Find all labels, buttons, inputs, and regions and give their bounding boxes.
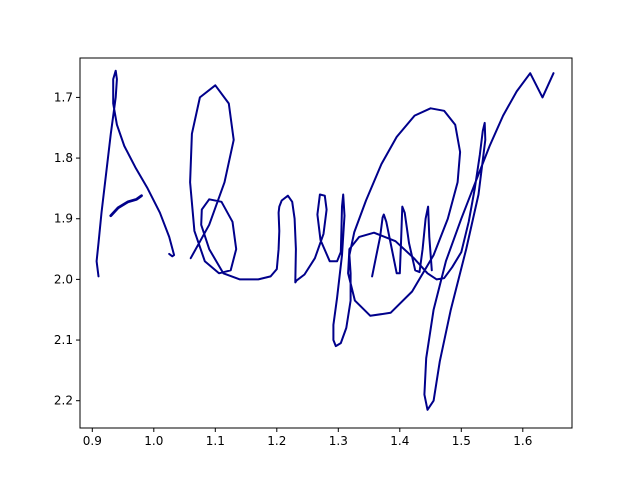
ticks-layer: 0.9 1.0 1.1 1.2 1.3 1.4 1.5 1.6 1.7 1.8 1.9 2.0 2.1 2… [54, 90, 532, 448]
x-tick-label: 1.5 [452, 434, 471, 448]
y-tick-label: 1.9 [54, 212, 73, 226]
plot-frame [79, 57, 573, 429]
y-tick-label: 1.8 [54, 151, 73, 165]
x-tick-label: 1.6 [513, 434, 532, 448]
series-line-2 [109, 194, 143, 218]
x-tick-label: 1.1 [206, 434, 225, 448]
y-tick-label: 2.0 [54, 272, 73, 286]
series-line-3 [189, 72, 555, 411]
y-tick-label: 2.1 [54, 333, 73, 347]
series-line-1 [95, 69, 176, 278]
series-line-4 [371, 205, 433, 278]
y-tick-label: 2.2 [54, 394, 73, 408]
x-tick-label: 1.0 [144, 434, 163, 448]
x-tick-label: 0.9 [83, 434, 102, 448]
x-tick-label: 1.2 [267, 434, 286, 448]
x-tick-label: 1.3 [329, 434, 348, 448]
lines-layer [95, 69, 555, 411]
x-tick-label: 1.4 [390, 434, 409, 448]
y-tick-label: 1.7 [54, 90, 73, 104]
